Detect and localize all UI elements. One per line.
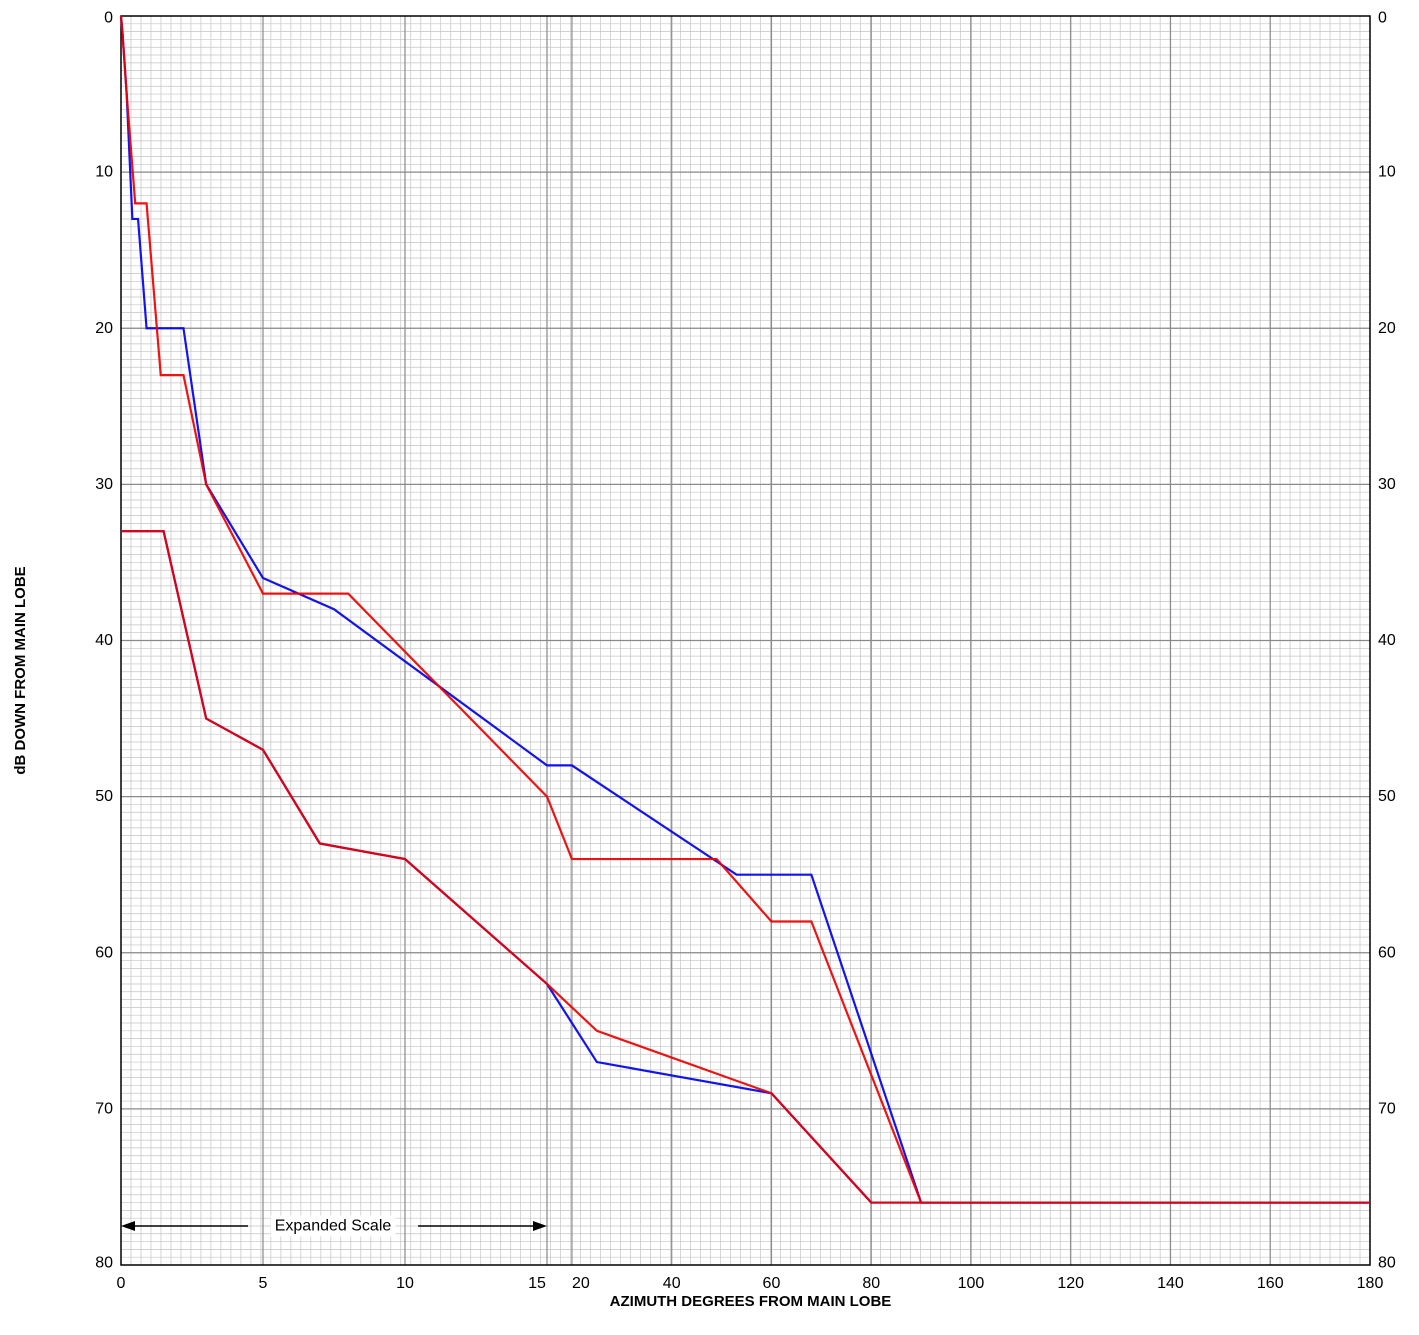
x-tick-label: 60	[763, 1275, 781, 1292]
y-tick-label-left: 70	[95, 1100, 113, 1117]
y-tick-label-right: 20	[1378, 320, 1396, 337]
y-tick-label-right: 30	[1378, 476, 1396, 493]
y-tick-labels-right: 0 10 20 30 40 50 60 70 80	[1378, 10, 1396, 1272]
series-line-4	[121, 530, 1370, 1204]
x-tick-label: 80	[862, 1275, 880, 1292]
arrowhead-left-icon	[121, 1220, 135, 1231]
arrowhead-right-icon	[533, 1220, 547, 1231]
y-tick-label-left: 10	[95, 164, 113, 181]
expanded-scale-label: Expanded Scale	[275, 1217, 392, 1234]
x-tick-label: 5	[259, 1275, 268, 1292]
y-tick-label-right: 60	[1378, 944, 1396, 961]
y-tick-label-left: 80	[95, 1255, 113, 1272]
x-tick-label: 120	[1057, 1275, 1084, 1292]
y-tick-label-left: 50	[95, 788, 113, 805]
y-tick-label-left: 40	[95, 632, 113, 649]
y-tick-label-right: 80	[1378, 1255, 1396, 1272]
x-tick-label: 20	[572, 1275, 590, 1292]
plot-frame	[120, 15, 1371, 1266]
y-tick-label-right: 70	[1378, 1100, 1396, 1117]
x-tick-label: 10	[396, 1275, 414, 1292]
x-tick-label: 0	[117, 1275, 126, 1292]
series-line-2	[119, 15, 1370, 1204]
x-tick-label: 180	[1357, 1275, 1384, 1292]
y-tick-label-right: 40	[1378, 632, 1396, 649]
x-tick-label: 140	[1157, 1275, 1184, 1292]
y-tick-label-left: 20	[95, 320, 113, 337]
x-tick-label: 40	[663, 1275, 681, 1292]
y-tick-label-right: 50	[1378, 788, 1396, 805]
expanded-scale-label-background	[270, 1215, 396, 1237]
y-tick-label-right: 10	[1378, 164, 1396, 181]
x-tick-label: 15	[528, 1275, 546, 1292]
series-layer	[119, 15, 1370, 1204]
y-tick-labels-left: 0 10 20 30 40 50 60 70 80	[95, 10, 113, 1272]
y-tick-label-left: 60	[95, 944, 113, 961]
y-tick-label-right: 0	[1378, 10, 1387, 27]
x-axis-label: AZIMUTH DEGREES FROM MAIN LOBE	[610, 1293, 892, 1310]
x-tick-labels: 0 5 10 15 20 40 60 80 100 120 140 160 180	[117, 1275, 1384, 1292]
x-tick-label: 160	[1257, 1275, 1284, 1292]
y-tick-label-left: 0	[104, 10, 113, 27]
y-axis-label: dB DOWN FROM MAIN LOBE	[12, 566, 29, 774]
expanded-scale-annotation: Expanded Scale	[121, 1215, 547, 1237]
x-tick-label: 100	[958, 1275, 985, 1292]
y-tick-label-left: 30	[95, 476, 113, 493]
